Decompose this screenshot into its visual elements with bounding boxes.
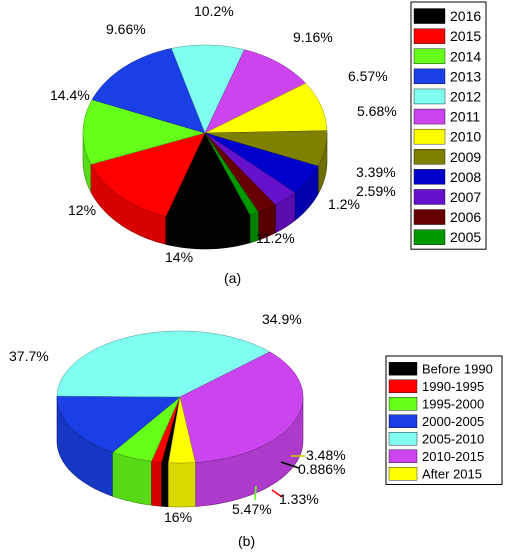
legend-item: 2013 [450, 68, 481, 84]
pie-chart-a: 11.2% 14% 12% 14.4% 9.66% 10.2% 9.16% 6.57% 5.68… [50, 3, 397, 265]
legend-swatch [413, 149, 446, 165]
legend-swatch [388, 379, 418, 393]
legend-item: 1990-1995 [422, 379, 484, 394]
legend-swatch [413, 189, 446, 205]
pie-chart-b: 0.886% 1.33% 5.47% 16% 37.7% 34.9% 3.48% [9, 311, 346, 525]
legend-item: 2010-2015 [422, 449, 484, 464]
legend-swatch [388, 467, 418, 481]
legend-item: 2009 [450, 149, 481, 165]
legend-item: 2007 [450, 189, 481, 205]
data-label: 5.68% [357, 103, 397, 119]
pie-slice-2012 [171, 44, 245, 134]
legend-item: 2012 [450, 88, 481, 104]
legend-swatch [413, 88, 446, 105]
legend-item: 2000-2005 [422, 414, 484, 429]
data-label: 3.48% [306, 447, 346, 463]
legend-item: 2005 [450, 229, 481, 245]
legend-swatch [413, 229, 446, 245]
legend-swatch [413, 68, 446, 85]
pie-slice-2010-2015 [179, 351, 304, 463]
pie-slice-2005-2010 [56, 330, 271, 398]
data-label: 3.39% [356, 164, 396, 180]
panel-label-a: (a) [224, 270, 241, 286]
legend-swatch [388, 362, 418, 376]
data-label: 0.886% [298, 461, 345, 477]
pie-slice-2011 [204, 49, 307, 134]
pie-slice-2009 [204, 130, 328, 167]
legend-item: 2015 [450, 28, 481, 44]
pie-slice-2013 [91, 48, 206, 134]
data-label: 5.47% [232, 501, 272, 517]
legend-item: 2008 [450, 169, 481, 185]
legend-swatch [388, 449, 418, 463]
legend-item: After 2015 [422, 466, 482, 481]
pie-slice-2008 [204, 132, 319, 193]
panel-label-b: (b) [238, 533, 255, 549]
legend-swatch [413, 128, 446, 145]
pie-side-after-2015 [168, 462, 196, 508]
data-label: 6.57% [348, 68, 388, 84]
data-label: 16% [164, 509, 192, 525]
data-label: 12% [68, 202, 96, 218]
legend-item: 2010 [450, 129, 481, 145]
pie-slice-2015 [90, 132, 206, 217]
legend-item: 2016 [450, 8, 481, 24]
leader-line [271, 489, 283, 498]
data-label: 37.7% [9, 348, 49, 364]
pie-slice-after-2015 [168, 396, 196, 464]
pie-slice-2007 [204, 132, 296, 206]
legend-swatch [388, 397, 418, 411]
data-label: 2.59% [356, 183, 396, 199]
legend-item: Before 1990 [422, 361, 493, 376]
data-label: 14.4% [50, 87, 90, 103]
legend-swatch [413, 48, 446, 64]
legend-swatch [388, 432, 418, 446]
pie-side-1990-1995 [151, 460, 162, 507]
legend-swatch [413, 108, 446, 125]
legend-swatch [413, 28, 446, 44]
legend-item: 1995-2000 [422, 396, 484, 411]
legend-item: 2005-2010 [422, 431, 484, 446]
data-label: 11.2% [256, 230, 295, 246]
pie-slice-2005 [204, 132, 259, 216]
legend-swatch [413, 169, 446, 185]
legend-a: 2016 2015 2014 2013 2012 2011 2010 2009 2008 2007… [410, 1, 487, 250]
pie-slice-2016 [165, 132, 251, 222]
legend-swatch [413, 209, 446, 225]
pie-slice-2006 [204, 132, 276, 213]
leader-line [280, 461, 300, 469]
data-label: 1.33% [279, 491, 319, 507]
legend-item: 2006 [450, 209, 481, 225]
legend-b: Before 1990 1990-1995 1995-2000 2000-2005 20… [385, 355, 503, 485]
legend-item: 2014 [450, 48, 481, 64]
data-label: 34.9% [262, 311, 302, 327]
data-label: 9.66% [106, 21, 146, 37]
pie-slice-2000-2005 [56, 395, 181, 453]
data-label: 9.16% [293, 29, 333, 45]
data-label: 1.2% [328, 196, 360, 212]
data-label: 10.2% [194, 3, 234, 19]
legend-swatch [388, 414, 418, 428]
legend-item: 2011 [450, 109, 480, 125]
legend-swatch [413, 8, 446, 24]
pie-slice-2010 [204, 82, 328, 134]
leader-line [254, 485, 257, 501]
data-label: 14% [165, 249, 193, 265]
pie-slice-2014 [82, 99, 206, 165]
pie-slice-1995-2000 [112, 396, 181, 462]
pie-side-before-1990 [161, 461, 169, 508]
